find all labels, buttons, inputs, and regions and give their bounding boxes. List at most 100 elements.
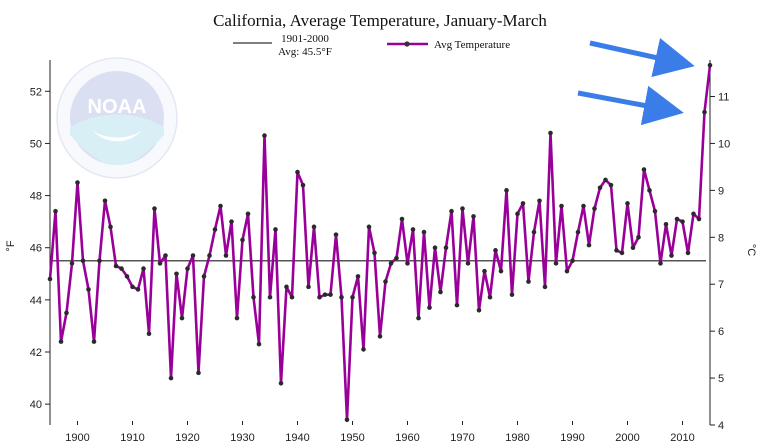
- data-point: [548, 130, 553, 136]
- noaa-logo: NOAA: [56, 57, 178, 179]
- data-point: [306, 284, 311, 290]
- y-tick-label-c: 6: [718, 326, 724, 338]
- data-point: [58, 339, 64, 344]
- data-point: [416, 315, 421, 321]
- data-point: [108, 224, 113, 230]
- y-tick-label-f: 46: [30, 243, 42, 255]
- data-point: [570, 258, 575, 264]
- data-point: [256, 341, 262, 347]
- data-point: [366, 224, 372, 230]
- data-point: [163, 253, 168, 258]
- data-point: [339, 294, 344, 300]
- data-point: [350, 294, 355, 300]
- data-point: [300, 182, 306, 188]
- data-point: [234, 315, 240, 321]
- data-point: [168, 375, 174, 381]
- data-point: [619, 250, 625, 256]
- data-point: [493, 248, 498, 253]
- data-point: [630, 245, 636, 251]
- data-point: [86, 287, 91, 292]
- data-point: [152, 206, 157, 211]
- data-point: [575, 229, 581, 235]
- data-point: [559, 203, 564, 209]
- data-point: [509, 292, 515, 297]
- data-point: [581, 203, 586, 209]
- data-point: [592, 206, 597, 211]
- data-point: [251, 294, 256, 300]
- data-point: [674, 216, 680, 222]
- left-y-ticks: 40 42 44 46 48 50 52: [30, 86, 50, 411]
- data-point: [504, 188, 509, 193]
- data-point: [102, 198, 108, 204]
- y-axis-label-celsius: °C: [745, 244, 757, 256]
- data-point: [196, 370, 201, 376]
- data-point: [245, 211, 251, 217]
- y-tick-label-f: 48: [30, 191, 42, 203]
- data-point: [465, 261, 471, 266]
- data-point: [97, 258, 102, 264]
- right-y-ticks: 4 5 6 7 8 9 10 11: [710, 92, 730, 432]
- data-point: [586, 242, 592, 248]
- data-point: [207, 253, 212, 258]
- data-point: [405, 261, 410, 266]
- y-tick-label-c: 11: [718, 92, 729, 104]
- data-point: [432, 245, 438, 251]
- data-point: [526, 279, 531, 284]
- y-tick-label-c: 9: [718, 185, 724, 197]
- data-point: [685, 250, 691, 256]
- data-point: [69, 261, 75, 266]
- x-tick-label: 2010: [670, 432, 694, 444]
- data-point: [119, 266, 124, 271]
- y-tick-label-c: 7: [718, 279, 724, 291]
- data-point: [113, 263, 119, 269]
- x-tick-label: 1910: [120, 432, 144, 444]
- data-point: [515, 211, 520, 217]
- data-point: [476, 307, 482, 313]
- data-point: [647, 188, 652, 193]
- y-tick-label-f: 44: [30, 295, 42, 307]
- annotation-arrow-2014: [577, 85, 684, 126]
- chart-title: California, Average Temperature, January…: [213, 11, 547, 30]
- data-point: [174, 271, 179, 277]
- data-point: [157, 261, 163, 266]
- data-point: [553, 261, 559, 266]
- data-point: [652, 208, 658, 214]
- data-point: [636, 234, 641, 240]
- x-tick-label: 1970: [450, 432, 474, 444]
- x-tick-label: 1950: [340, 432, 364, 444]
- data-point: [218, 203, 223, 209]
- legend-series-label: Avg Temperature: [434, 39, 510, 51]
- x-tick-label: 1940: [285, 432, 309, 444]
- data-point: [361, 347, 366, 352]
- data-point: [185, 266, 190, 271]
- data-point: [487, 294, 493, 300]
- data-point: [91, 339, 97, 344]
- data-point: [377, 334, 383, 339]
- data-point: [537, 198, 542, 204]
- data-point: [498, 268, 504, 274]
- data-point: [707, 62, 713, 68]
- x-tick-label: 1990: [560, 432, 584, 444]
- y-tick-label-f: 50: [30, 138, 42, 150]
- avg-temperature-points: [47, 62, 713, 423]
- data-point: [608, 182, 614, 188]
- data-point: [80, 258, 86, 264]
- data-point: [641, 167, 647, 172]
- data-point: [135, 287, 141, 292]
- data-point: [542, 284, 548, 290]
- data-point: [438, 289, 443, 295]
- legend: 1901-2000 Avg: 45.5°F Avg Temperature: [233, 33, 510, 58]
- data-point: [614, 248, 619, 253]
- data-point: [322, 292, 328, 297]
- data-point: [344, 417, 350, 423]
- data-point: [229, 219, 234, 224]
- data-point: [240, 237, 245, 243]
- y-tick-label-c: 8: [718, 232, 724, 244]
- data-point: [317, 294, 322, 300]
- data-point: [262, 133, 267, 138]
- data-point: [702, 109, 707, 115]
- data-point: [471, 214, 476, 219]
- y-axis-label-fahrenheit: °F: [5, 240, 17, 251]
- x-tick-label: 1930: [230, 432, 254, 444]
